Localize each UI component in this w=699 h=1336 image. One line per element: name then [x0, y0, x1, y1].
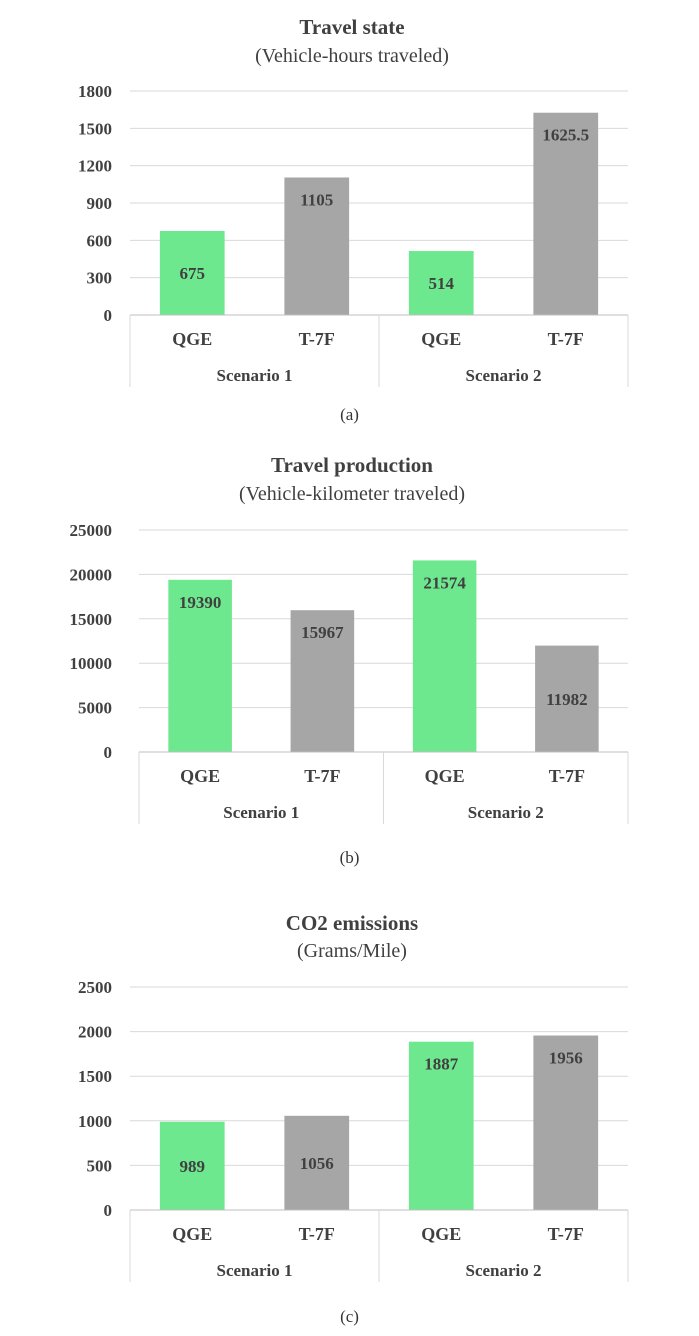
group-label: Scenario 1	[216, 366, 292, 385]
bar	[159, 231, 225, 315]
x-tick-label: QGE	[172, 329, 212, 349]
x-tick-label: T-7F	[299, 1224, 335, 1244]
y-tick-label: 2000	[78, 1023, 112, 1042]
group-label: Scenario 2	[465, 1261, 541, 1280]
chart-title: CO2 emissions	[286, 911, 418, 935]
chart-travel-state: Travel state (Vehicle-hours traveled) 0 3…	[0, 0, 699, 440]
bar	[535, 645, 599, 752]
data-label: 1887	[424, 1055, 459, 1074]
y-tick-label: 1000	[78, 1112, 112, 1131]
chart-subtitle: (Vehicle-kilometer traveled)	[239, 483, 465, 505]
y-tick-label: 1500	[78, 1067, 112, 1086]
bar	[159, 1121, 225, 1210]
data-label: 19390	[179, 593, 222, 612]
bar	[290, 610, 355, 752]
data-label: 514	[429, 274, 455, 293]
y-tick-label: 300	[87, 269, 113, 288]
y-tick-label: 1800	[78, 82, 112, 101]
chart-svg-co2-emissions: CO2 emissions (Grams/Mile) 0 500 1000 1500 2…	[78, 911, 629, 1282]
bar	[168, 579, 232, 752]
panel-caption: (c)	[340, 1307, 359, 1326]
y-tick-label: 500	[87, 1156, 113, 1175]
data-label: 989	[180, 1157, 206, 1176]
data-label: 21574	[423, 573, 466, 592]
x-tick-label: T-7F	[548, 329, 584, 349]
bar	[533, 1035, 599, 1210]
x-tick-label: QGE	[425, 766, 465, 786]
bar	[412, 560, 477, 752]
data-label: 1625.5	[542, 126, 589, 145]
y-tick-label: 1500	[78, 119, 112, 138]
bar	[284, 1115, 350, 1210]
y-tick-label: 2500	[78, 978, 112, 997]
data-label: 11982	[546, 690, 588, 709]
y-tick-label: 0	[104, 306, 113, 325]
y-tick-label: 600	[87, 231, 113, 250]
data-label: 1056	[300, 1154, 334, 1173]
chart-subtitle: (Grams/Mile)	[297, 940, 407, 962]
y-tick-label: 5000	[78, 699, 112, 718]
x-tick-label: QGE	[421, 1224, 461, 1244]
x-tick-label: T-7F	[304, 766, 340, 786]
panel-caption: (a)	[340, 405, 359, 424]
group-label: Scenario 1	[216, 1261, 292, 1280]
y-tick-label: 0	[104, 743, 113, 762]
bar	[533, 112, 599, 316]
x-tick-label: QGE	[421, 329, 461, 349]
y-tick-label: 900	[87, 194, 113, 213]
panel-caption: (b)	[339, 848, 360, 867]
chart-co2-emissions: CO2 emissions (Grams/Mile) 0 500 1000 1500 2…	[0, 890, 699, 1336]
x-tick-label: QGE	[180, 766, 220, 786]
chart-title: Travel production	[271, 453, 433, 477]
group-label: Scenario 2	[465, 366, 541, 385]
y-tick-label: 0	[104, 1201, 113, 1220]
bar	[408, 1041, 474, 1210]
data-label: 1105	[300, 190, 333, 209]
chart-travel-production: Travel production (Vehicle-kilometer tra…	[0, 440, 699, 880]
data-label: 15967	[301, 623, 344, 642]
group-label: Scenario 2	[468, 803, 544, 822]
bar	[408, 251, 474, 315]
x-tick-label: T-7F	[549, 766, 585, 786]
y-tick-label: 20000	[70, 565, 113, 584]
chart-subtitle: (Vehicle-hours traveled)	[255, 45, 449, 67]
y-tick-label: 15000	[70, 610, 113, 629]
data-label: 1956	[549, 1049, 583, 1068]
chart-title: Travel state	[299, 15, 404, 39]
data-label: 675	[180, 264, 206, 283]
chart-svg-travel-production: Travel production (Vehicle-kilometer tra…	[70, 453, 629, 824]
group-label: Scenario 1	[223, 803, 299, 822]
y-tick-label: 25000	[70, 521, 113, 540]
x-tick-label: T-7F	[299, 329, 335, 349]
y-tick-label: 10000	[70, 654, 113, 673]
chart-svg-travel-state: Travel state (Vehicle-hours traveled) 0 3…	[78, 15, 629, 387]
x-tick-label: T-7F	[548, 1224, 584, 1244]
bar	[284, 177, 350, 315]
y-tick-label: 1200	[78, 157, 112, 176]
x-tick-label: QGE	[172, 1224, 212, 1244]
